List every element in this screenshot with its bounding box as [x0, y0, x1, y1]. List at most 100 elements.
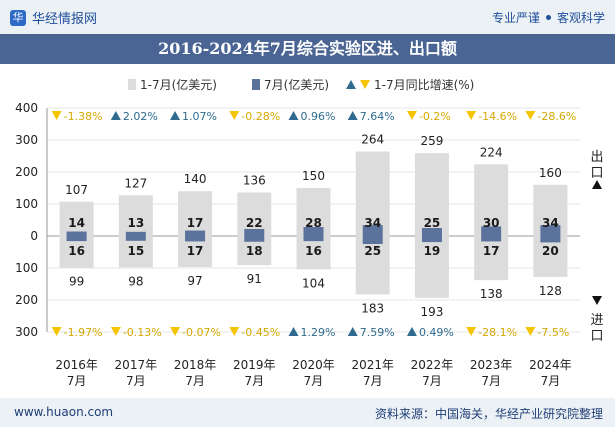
export-growth-up-icon: [288, 111, 299, 120]
import-cumulative-label: 99: [69, 275, 84, 289]
import-cumulative-bar: [533, 236, 568, 277]
export-month-label: 17: [187, 216, 204, 230]
import-month-bar: [125, 236, 146, 241]
import-month-bar: [303, 236, 324, 242]
import-cumulative-label: 128: [539, 284, 562, 298]
import-growth-down-icon: [229, 327, 240, 336]
export-cumulative-label: 140: [184, 172, 207, 186]
bullet-icon: [545, 15, 551, 20]
legend: 1-7月(亿美元) 7月(亿美元) 1-7月同比增速(%): [128, 77, 474, 92]
export-month-label: 34: [542, 216, 559, 230]
x-axis: 2016年 7月 2017年 7月 2018年 7月 2019年 7月 2020年 7月 2021年…: [55, 358, 571, 388]
export-month-label: 14: [68, 216, 85, 230]
import-month-label: 18: [246, 244, 263, 258]
export-month-bar: [125, 231, 146, 236]
export-month-label: 25: [424, 216, 441, 230]
export-growth-down-icon: [466, 111, 477, 120]
import-cumulative-label: 138: [480, 287, 503, 301]
y-tick-label: 300: [15, 133, 38, 147]
import-growth-down-icon: [110, 327, 121, 336]
export-growth-label: 1.07%: [182, 110, 217, 123]
header-bar: 华 华经情报网 专业严谨 客观科学: [0, 0, 615, 34]
import-month-bar: [66, 236, 87, 242]
import-growth-down-icon: [525, 327, 536, 336]
import-growth-down-icon: [51, 327, 62, 336]
footer-bar: www.huaon.com 资料来源：中国海关，华经产业研究院整理: [0, 398, 615, 427]
x-tick-label: 2018年 7月: [174, 358, 217, 388]
import-side-label: 进口: [590, 313, 603, 344]
import-cumulative-bar: [414, 236, 449, 298]
export-cumulative-bar: [59, 201, 94, 236]
x-tick-label: 2016年 7月: [55, 358, 98, 388]
import-cumulative-label: 97: [187, 274, 202, 288]
export-side-label: 出口: [590, 150, 603, 181]
y-tick-label: 100: [15, 261, 38, 275]
export-cumulative-label: 127: [124, 176, 147, 190]
export-growth-down-icon: [51, 111, 62, 120]
export-month-label: 13: [127, 216, 144, 230]
import-month-label: 16: [68, 244, 85, 258]
growth-labels: -1.38% -1.97% 2.02% -0.13% 1.07% -0.07% -0.28%…: [51, 110, 576, 339]
legend-up-triangle-icon: [346, 80, 356, 89]
import-month-label: 20: [542, 244, 559, 258]
export-cumulative-label: 264: [361, 133, 384, 147]
y-tick-label: 400: [15, 101, 38, 115]
import-growth-label: -0.45%: [241, 326, 280, 339]
import-growth-label: 7.59%: [360, 326, 395, 339]
slogan-right: 客观科学: [556, 11, 605, 25]
export-cumulative-bar: [414, 153, 449, 236]
export-growth-label: 7.64%: [360, 110, 395, 123]
bars: [59, 151, 568, 298]
import-month-bar: [540, 236, 561, 243]
data-labels: 107 99 14 16 127 98 13 15 140 97 17 17 136 91 22 18 150 1…: [65, 133, 562, 319]
import-arrow-icon: [592, 296, 602, 305]
footer-source: 资料来源：中国海关，华经产业研究院整理: [374, 407, 603, 421]
legend-month-label: 7月(亿美元): [264, 77, 329, 92]
import-month-label: 16: [305, 244, 322, 258]
import-month-bar: [244, 236, 265, 242]
import-growth-up-icon: [347, 327, 358, 336]
chart-title: 2016-2024年7月综合实验区进、出口额: [0, 34, 615, 64]
import-month-label: 25: [364, 244, 381, 258]
import-growth-down-icon: [466, 327, 477, 336]
import-cumulative-bar: [296, 236, 331, 270]
export-growth-up-icon: [347, 111, 358, 120]
y-tick-label: 0: [30, 229, 38, 243]
export-month-bar: [481, 226, 502, 236]
logo-text: 华经情报网: [32, 12, 98, 27]
import-growth-label: 0.49%: [419, 326, 454, 339]
import-cumulative-label: 183: [361, 302, 384, 316]
footer-website-link[interactable]: www.huaon.com: [14, 405, 114, 419]
import-month-label: 19: [424, 244, 441, 258]
import-cumulative-label: 193: [420, 305, 443, 319]
export-growth-label: -28.6%: [537, 110, 576, 123]
side-labels: 出口 进口: [590, 150, 603, 344]
logo[interactable]: 华 华经情报网: [10, 8, 97, 27]
export-cumulative-label: 224: [480, 145, 503, 159]
x-tick-label: 2021年 7月: [351, 358, 394, 388]
chart-canvas: 1-7月(亿美元) 7月(亿美元) 1-7月同比增速(%) 4003002001…: [15, 77, 603, 388]
export-growth-down-icon: [229, 111, 240, 120]
x-tick-label: 2020年 7月: [292, 358, 335, 388]
legend-month-swatch: [252, 79, 260, 90]
logo-icon: 华: [10, 9, 26, 26]
x-tick-label: 2023年 7月: [470, 358, 513, 388]
export-month-bar: [421, 228, 442, 236]
import-cumulative-label: 91: [247, 272, 262, 286]
y-tick-label: 100: [15, 197, 38, 211]
import-growth-label: -7.5%: [537, 326, 569, 339]
import-month-label: 15: [127, 244, 144, 258]
export-arrow-icon: [592, 180, 602, 189]
export-month-bar: [244, 228, 265, 236]
export-cumulative-label: 160: [539, 166, 562, 180]
export-growth-up-icon: [170, 111, 181, 120]
import-growth-up-icon: [288, 327, 299, 336]
import-month-bar: [185, 236, 206, 242]
export-month-bar: [185, 230, 206, 236]
legend-cumulative-label: 1-7月(亿美元): [140, 77, 217, 92]
import-growth-label: -1.97%: [64, 326, 103, 339]
export-cumulative-label: 150: [302, 169, 325, 183]
import-cumulative-bar: [355, 236, 390, 295]
export-growth-down-icon: [406, 111, 417, 120]
export-cumulative-label: 136: [243, 173, 266, 187]
